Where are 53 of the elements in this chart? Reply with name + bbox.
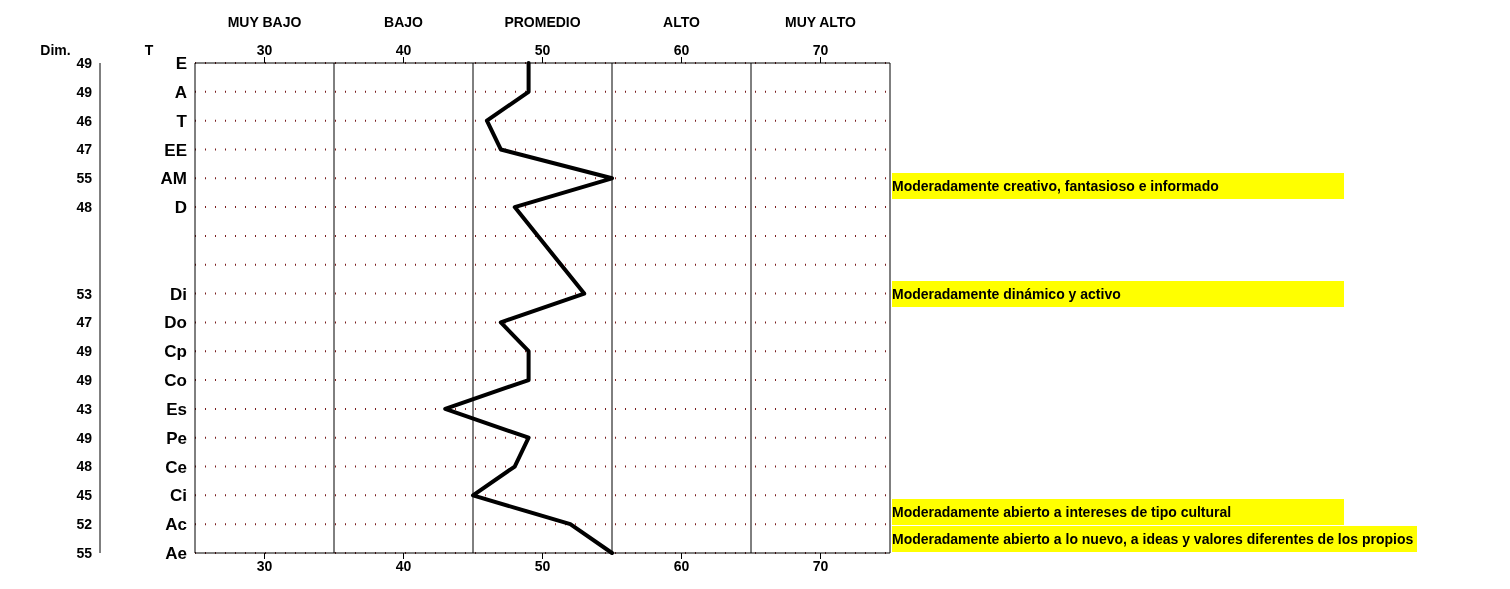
y-tick-label: E [175,54,187,74]
text: Moderadamente abierto a lo nuevo, a ideas y valores diferentes de los propios [892,526,1418,553]
text: T [144,42,154,58]
y-tick-label: Co [164,371,187,391]
y-tick-label: AM [160,169,187,189]
x-tick-label: 30 [256,557,273,574]
y-tick-label: Cp [164,342,187,362]
y-tick-label: Ae [165,544,187,564]
x2-tick-label: 30 [256,42,273,58]
data-label: 46 [76,112,93,129]
x-tick-label: 40 [395,557,412,574]
data-label: 48 [76,199,93,216]
text: Moderadamente abierto a intereses de tipo cultural [892,499,1344,526]
data-label: 49 [76,343,93,360]
data-label: 45 [76,487,93,504]
text: Moderadamente creativo, fantasioso e informado [892,172,1344,199]
x-tick-label: 50 [534,557,551,574]
y-tick-label: T [176,111,188,131]
x-tick-label: 70 [812,557,829,574]
data-label: 52 [76,516,93,533]
x2-tick-label: 60 [673,42,690,58]
x-tick-label: 60 [673,557,690,574]
y-tick-label: Ce [165,457,187,477]
data-label: 53 [76,285,93,302]
text: Moderadamente dinámico y activo [892,281,1344,308]
y-tick-label: Pe [166,428,187,448]
data-label: 47 [76,141,93,158]
data-label: 43 [76,400,93,417]
y-tick-label: EE [164,140,187,160]
x2-tick-label: 40 [395,42,412,58]
x2-tick-label: 50 [534,42,551,58]
data-label: 55 [76,170,93,187]
data-label: 49 [76,83,93,100]
text: MUY BAJO [226,14,303,30]
y-tick-label: Di [170,284,187,304]
y-tick-label: Es [166,399,187,419]
data-label: 47 [76,314,93,331]
text: BAJO [383,14,424,30]
text: ALTO [662,14,701,30]
y-tick-label: Do [164,313,187,333]
data-label: 49 [76,54,93,71]
text: Dim. [40,42,71,58]
data-label: 48 [76,458,93,475]
y-tick-label: D [174,198,187,218]
y-tick-label: Ac [165,515,187,535]
data-label: 49 [76,372,93,389]
x2-tick-label: 70 [812,42,829,58]
text: PROMEDIO [503,14,582,30]
text: MUY ALTO [783,14,857,30]
y-tick-label: Ci [170,486,187,506]
data-label: 49 [76,429,93,446]
y-tick-label: A [174,82,187,102]
data-label: 55 [76,544,93,561]
